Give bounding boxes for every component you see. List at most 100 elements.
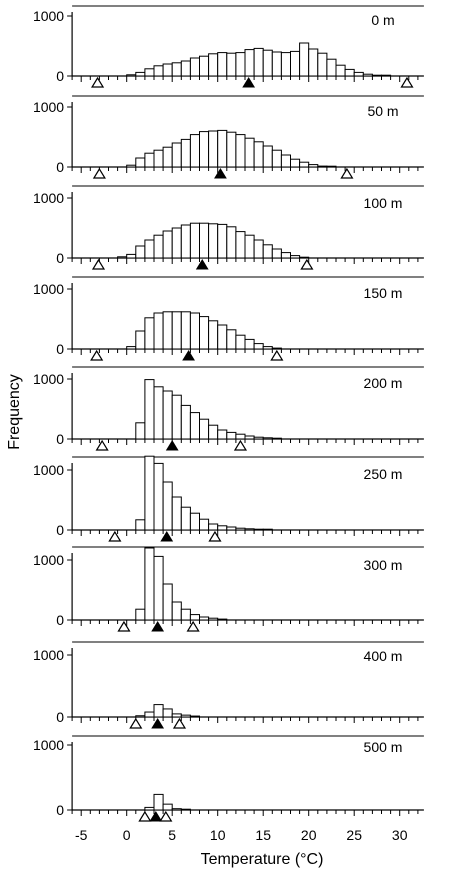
- histogram-bar: [135, 519, 146, 531]
- histogram-bar: [253, 343, 264, 350]
- histogram-bar: [180, 138, 191, 168]
- histogram-bar: [126, 253, 137, 259]
- open-triangle-marker: [91, 76, 105, 88]
- histogram-bar: [280, 252, 291, 259]
- y-tick-label: 1000: [33, 737, 64, 753]
- histogram-bar: [153, 704, 164, 718]
- depth-panel: 0 1000 250 m: [33, 455, 424, 542]
- histogram-bar: [208, 130, 219, 168]
- depth-panel: 0 1000 300 m: [33, 546, 424, 632]
- histogram-bar: [381, 74, 392, 77]
- depth-panel: 0 1000 50 m: [33, 95, 424, 179]
- histogram-bar: [244, 234, 255, 259]
- histogram-bar: [144, 152, 155, 168]
- histogram-bar: [271, 149, 282, 168]
- histogram-bar: [253, 141, 264, 168]
- filled-triangle-marker: [151, 718, 165, 729]
- histogram-bar: [253, 239, 264, 259]
- histogram-bar: [135, 608, 146, 621]
- histogram-bar: [362, 73, 373, 77]
- histogram-bar: [217, 525, 228, 531]
- histogram-bar: [208, 523, 219, 531]
- histogram-bar: [280, 154, 291, 168]
- depth-panel: 0 1000 100 m: [33, 185, 424, 270]
- depth-label: 500 m: [364, 739, 403, 755]
- y-axis-title: Frequency: [6, 374, 23, 450]
- histogram-bar: [189, 512, 200, 531]
- histogram-bar: [180, 404, 191, 440]
- histogram-bar: [162, 390, 173, 440]
- histogram-bar: [208, 53, 219, 77]
- histogram-bar: [135, 157, 146, 168]
- depth-label: 50 m: [367, 103, 398, 119]
- histogram-bar: [235, 231, 246, 259]
- histogram-bar: [180, 506, 191, 531]
- histogram-bar: [208, 617, 219, 621]
- open-triangle-marker: [208, 530, 222, 542]
- histogram-bar: [180, 224, 191, 259]
- histogram-bar: [199, 616, 210, 621]
- histogram-bar: [180, 608, 191, 621]
- histogram-bar: [199, 131, 210, 168]
- histogram-bar: [299, 42, 310, 77]
- histogram-bar: [126, 164, 137, 168]
- depth-label: 0 m: [371, 12, 394, 28]
- histogram-bar: [262, 437, 273, 440]
- histogram-bar: [144, 379, 155, 440]
- filled-triangle-marker: [182, 350, 195, 361]
- histogram-bar: [153, 65, 164, 77]
- open-triangle-marker: [117, 620, 131, 632]
- depth-panel: 0 1000 400 m: [33, 641, 424, 729]
- depth-label: 200 m: [364, 375, 403, 391]
- histogram-bar: [290, 50, 301, 77]
- histogram-bar: [244, 49, 255, 77]
- x-tick-label: -5: [75, 827, 88, 843]
- open-triangle-marker: [90, 349, 104, 361]
- histogram-bar: [290, 255, 301, 259]
- depth-label: 150 m: [364, 285, 403, 301]
- histogram-bar: [235, 527, 246, 531]
- histogram-bar: [180, 60, 191, 77]
- histogram-bar: [144, 455, 155, 531]
- histogram-bar: [171, 227, 182, 259]
- histogram-bar: [290, 158, 301, 168]
- histogram-bar: [217, 129, 228, 168]
- histogram-bar: [317, 52, 328, 77]
- histogram-bar: [235, 433, 246, 440]
- histogram-bar: [235, 134, 246, 168]
- histogram-bar: [135, 422, 146, 440]
- histogram-bar: [335, 64, 346, 77]
- depth-label: 300 m: [364, 557, 403, 573]
- histogram-bar: [199, 518, 210, 531]
- histogram-bar: [171, 394, 182, 440]
- histogram-bar: [353, 71, 364, 77]
- histogram-bar: [171, 142, 182, 168]
- histogram-bar: [171, 311, 182, 350]
- open-triangle-marker: [172, 717, 187, 729]
- open-triangle-marker: [186, 620, 200, 632]
- histogram-bar: [208, 320, 219, 350]
- histogram-bar: [153, 234, 164, 259]
- histogram-bar: [217, 324, 228, 350]
- histogram-bar: [271, 51, 282, 77]
- histogram-bar: [162, 311, 173, 350]
- histogram-bar: [126, 346, 137, 350]
- histogram-bar: [308, 164, 319, 168]
- histogram-bar: [262, 346, 273, 350]
- y-tick-label: 0: [56, 250, 64, 266]
- histogram-bar: [171, 601, 182, 621]
- histogram-bar: [344, 68, 355, 77]
- histogram-bar: [208, 223, 219, 259]
- y-tick-label: 1000: [33, 552, 64, 568]
- histogram-bar: [189, 134, 200, 168]
- y-tick-label: 1000: [33, 190, 64, 206]
- y-tick-label: 1000: [33, 647, 64, 663]
- open-triangle-marker: [400, 76, 414, 88]
- histogram-bar: [280, 52, 291, 77]
- y-tick-label: 0: [56, 802, 64, 818]
- x-tick-label: 0: [123, 827, 131, 843]
- open-triangle-marker: [138, 810, 152, 822]
- filled-triangle-marker: [151, 621, 165, 632]
- y-tick-label: 0: [56, 522, 64, 538]
